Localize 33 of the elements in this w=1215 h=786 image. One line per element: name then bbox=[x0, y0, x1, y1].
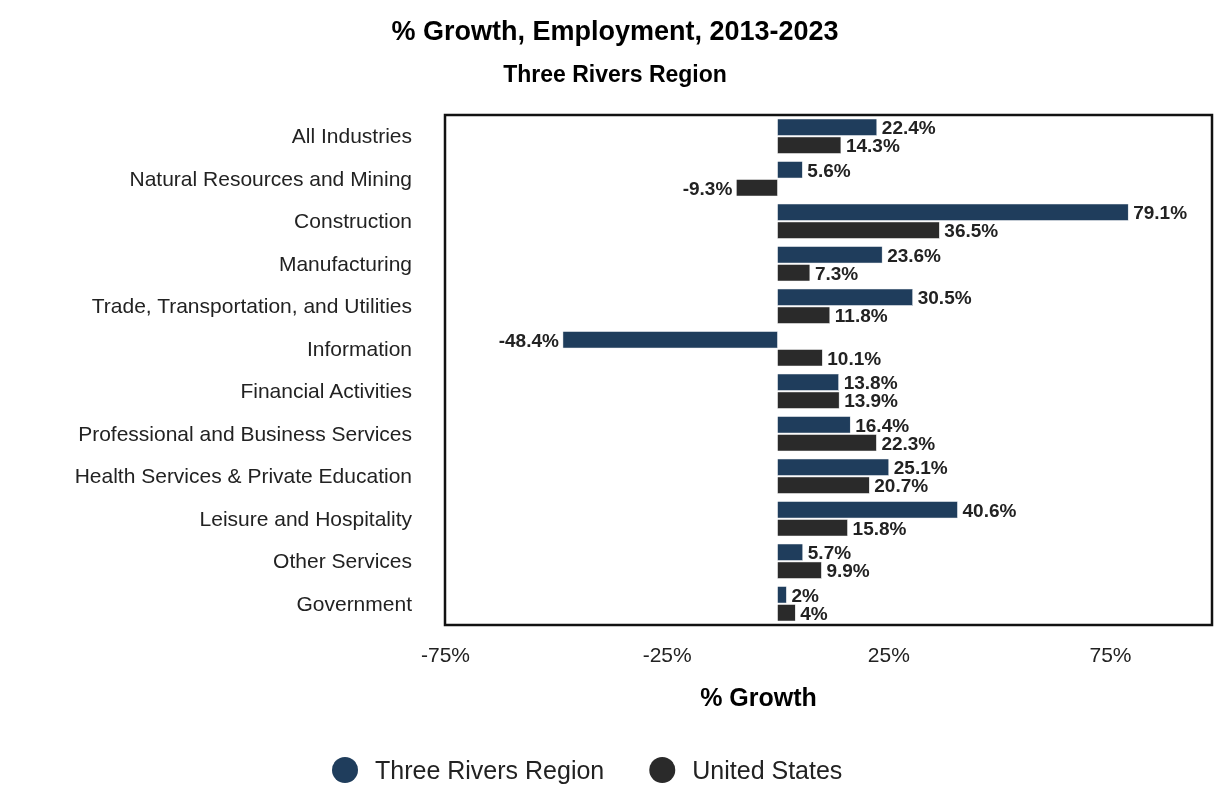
data-label: 40.6% bbox=[962, 499, 1017, 521]
data-label: 23.6% bbox=[887, 244, 942, 266]
y-tick-label: Manufacturing bbox=[278, 251, 412, 275]
y-tick-label: Natural Resources and Mining bbox=[129, 166, 412, 190]
y-tick-label: Information bbox=[306, 336, 412, 360]
x-tick-label: 25% bbox=[867, 642, 910, 666]
x-tick-label: -25% bbox=[642, 642, 692, 666]
y-tick-label: Financial Activities bbox=[240, 379, 412, 403]
y-tick-label: Trade, Transportation, and Utilities bbox=[91, 294, 412, 318]
y-tick-label: Construction bbox=[294, 209, 412, 233]
x-tick-label: -75% bbox=[420, 642, 471, 666]
data-label: -48.4% bbox=[498, 329, 560, 351]
x-axis-title: % Growth bbox=[700, 683, 817, 711]
data-label: 10.1% bbox=[827, 347, 882, 369]
data-label: 36.5% bbox=[944, 220, 999, 242]
data-label: 5.6% bbox=[807, 159, 851, 181]
y-tick-label: Government bbox=[296, 591, 413, 615]
y-tick-label: Other Services bbox=[273, 549, 412, 573]
data-label: -9.3% bbox=[682, 177, 733, 199]
data-label: 11.8% bbox=[834, 305, 888, 327]
legend-label: Three Rivers Region bbox=[375, 756, 605, 784]
data-label: 79.1% bbox=[1133, 202, 1188, 224]
data-label: 7.3% bbox=[814, 262, 859, 284]
y-tick-label: All Industries bbox=[291, 124, 412, 148]
y-tick-label: Professional and Business Services bbox=[78, 421, 412, 445]
legend-label: United States bbox=[692, 756, 843, 784]
chart-subtitle: Three Rivers Region bbox=[503, 61, 727, 87]
y-tick-label: Leisure and Hospitality bbox=[199, 506, 413, 530]
data-label: 30.5% bbox=[917, 287, 972, 309]
y-tick-label: Health Services & Private Education bbox=[74, 464, 412, 488]
data-label: 15.8% bbox=[852, 517, 907, 539]
x-tick-label: 75% bbox=[1089, 642, 1132, 666]
chart-title: % Growth, Employment, 2013-2023 bbox=[391, 16, 839, 46]
